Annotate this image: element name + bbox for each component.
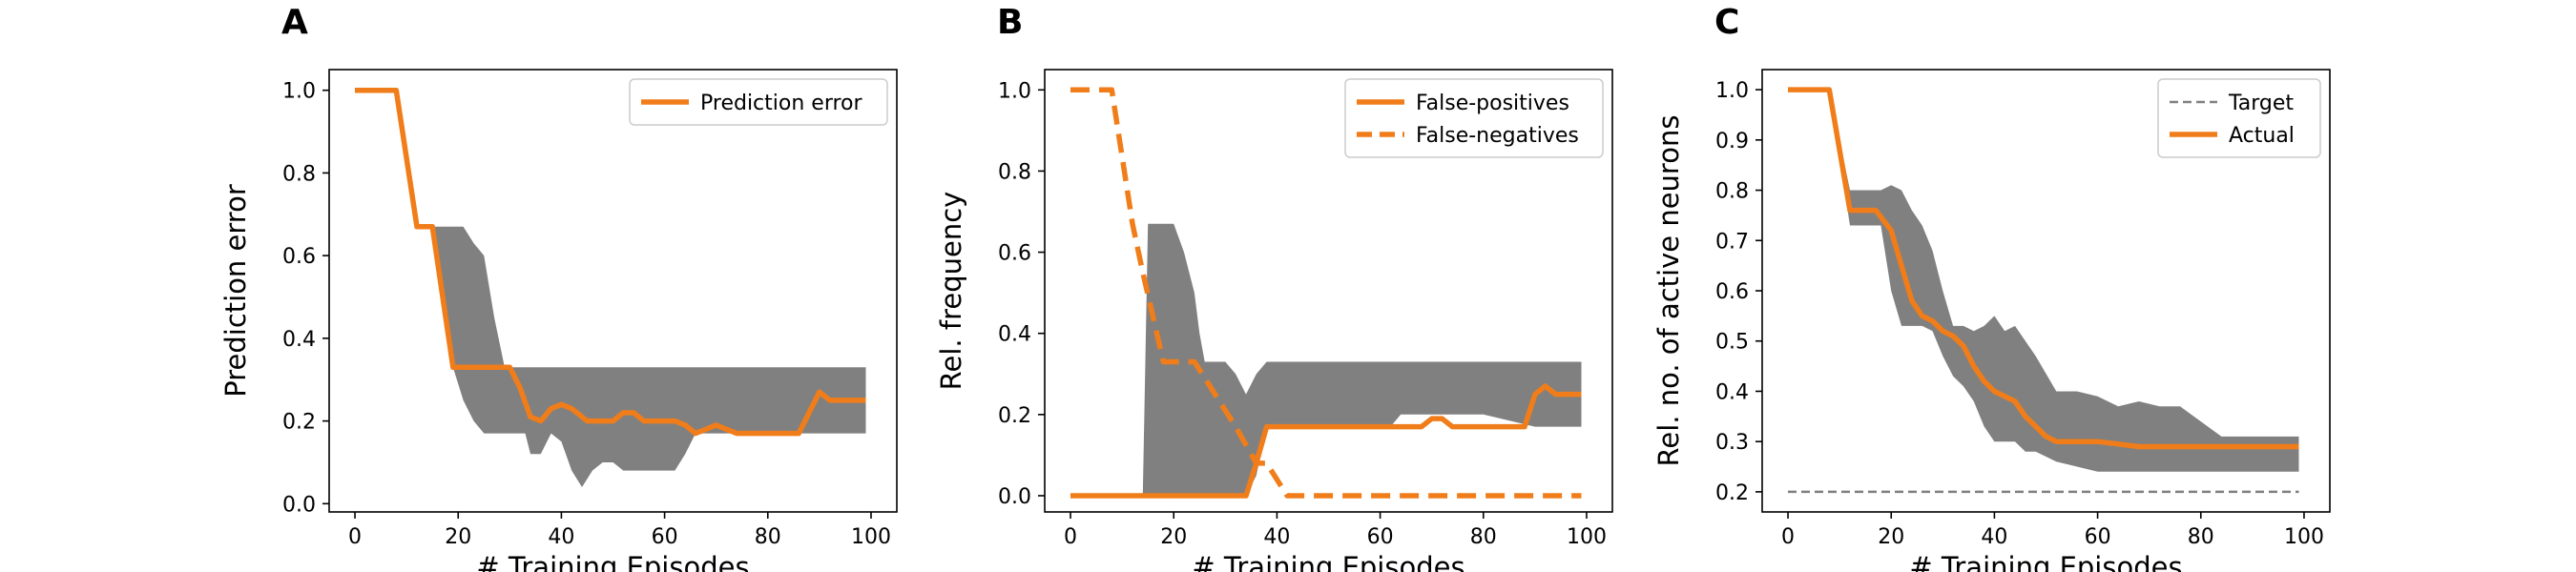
x-tick-label: 60 [2085, 525, 2111, 549]
y-tick-label: 1.0 [1715, 79, 1749, 103]
x-tick-label: 100 [1567, 525, 1607, 549]
panel-c: C 0 20 40 60 80 100 0.2 0.3 0.4 0.5 0.6 0.7 0.8 0.9 1.0… [1652, 3, 2331, 572]
panel-a: A 0 20 40 60 80 100 0.0 0.2 0.4 0.6 0.8 1.0 # Trainin… [219, 3, 898, 572]
x-tick-label: 40 [548, 525, 574, 549]
legend: Prediction error [629, 78, 888, 126]
plot-frame [1044, 69, 1613, 513]
y-tick-label: 0.7 [1715, 230, 1749, 254]
y-tick-label: 0.4 [1715, 380, 1749, 404]
x-axis-title: # Training Episodes [1192, 551, 1465, 572]
y-tick-label: 0.6 [282, 245, 316, 269]
legend-label: False-positives [1416, 92, 1569, 115]
panel-b: B 0 20 40 60 80 100 0.0 0.2 0.4 0.6 0.8 1.0 # Trainin… [935, 3, 1613, 572]
x-tick-label: 60 [652, 525, 678, 549]
panel-label: C [1714, 3, 1739, 42]
x-tick-label: 20 [1160, 525, 1187, 549]
x-tick-label: 20 [445, 525, 471, 549]
y-axis-title: Rel. no. of active neurons [1652, 115, 1685, 467]
series-line-false-negatives [1070, 87, 1582, 499]
y-tick-label: 0.6 [1715, 280, 1749, 304]
x-tick-label: 40 [1263, 525, 1290, 549]
y-tick-label: 0.5 [1715, 331, 1749, 355]
legend-label: Target [2228, 92, 2294, 115]
x-tick-label: 100 [851, 525, 891, 549]
range-band [1142, 223, 1582, 497]
y-tick-label: 0.2 [282, 411, 316, 435]
series-line-false-positives [1070, 383, 1582, 499]
plot-frame [328, 69, 898, 513]
y-tick-label: 0.2 [998, 404, 1031, 428]
legend: Target Actual [2157, 78, 2321, 158]
legend-box [1344, 78, 1604, 158]
x-tick-label: 0 [1781, 525, 1795, 549]
x-axis-title: # Training Episodes [1909, 551, 2182, 572]
x-tick-label: 80 [2188, 525, 2214, 549]
range-band [355, 90, 866, 487]
y-tick-label: 0.3 [1715, 431, 1749, 455]
y-tick-label: 1.0 [998, 79, 1031, 103]
series-line-prediction-error [355, 87, 866, 437]
y-tick-label: 0.9 [1715, 130, 1749, 153]
y-axis-title: Prediction error [219, 184, 252, 398]
y-tick-label: 1.0 [282, 80, 316, 104]
x-tick-label: 80 [755, 525, 781, 549]
x-tick-label: 60 [1367, 525, 1394, 549]
x-axis-title: # Training Episodes [476, 551, 749, 572]
panel-label: B [997, 3, 1023, 42]
y-tick-label: 0.4 [998, 323, 1031, 347]
y-tick-label: 0.0 [998, 485, 1031, 509]
y-tick-label: 0.0 [282, 493, 316, 517]
x-tick-label: 80 [1470, 525, 1497, 549]
legend-label: False-negatives [1416, 124, 1579, 148]
legend-label: Prediction error [700, 92, 862, 115]
legend: False-positives False-negatives [1344, 78, 1604, 158]
x-tick-label: 100 [2284, 525, 2324, 549]
y-tick-label: 0.2 [1715, 481, 1749, 505]
legend-box [2157, 78, 2321, 158]
y-axis-title: Rel. frequency [935, 192, 967, 391]
y-tick-label: 0.8 [998, 160, 1031, 184]
series-line-actual [1788, 87, 2299, 450]
panel-label: A [281, 3, 308, 42]
x-tick-label: 0 [1064, 525, 1077, 549]
x-tick-label: 20 [1878, 525, 1904, 549]
y-tick-label: 0.8 [282, 162, 316, 186]
legend-box [629, 78, 888, 126]
x-tick-label: 40 [1981, 525, 2007, 549]
y-tick-label: 0.6 [998, 242, 1031, 266]
y-tick-label: 0.8 [1715, 180, 1749, 204]
legend-label: Actual [2229, 124, 2295, 148]
range-band [1788, 90, 2299, 472]
y-tick-label: 0.4 [282, 328, 316, 352]
x-tick-label: 0 [348, 525, 362, 549]
